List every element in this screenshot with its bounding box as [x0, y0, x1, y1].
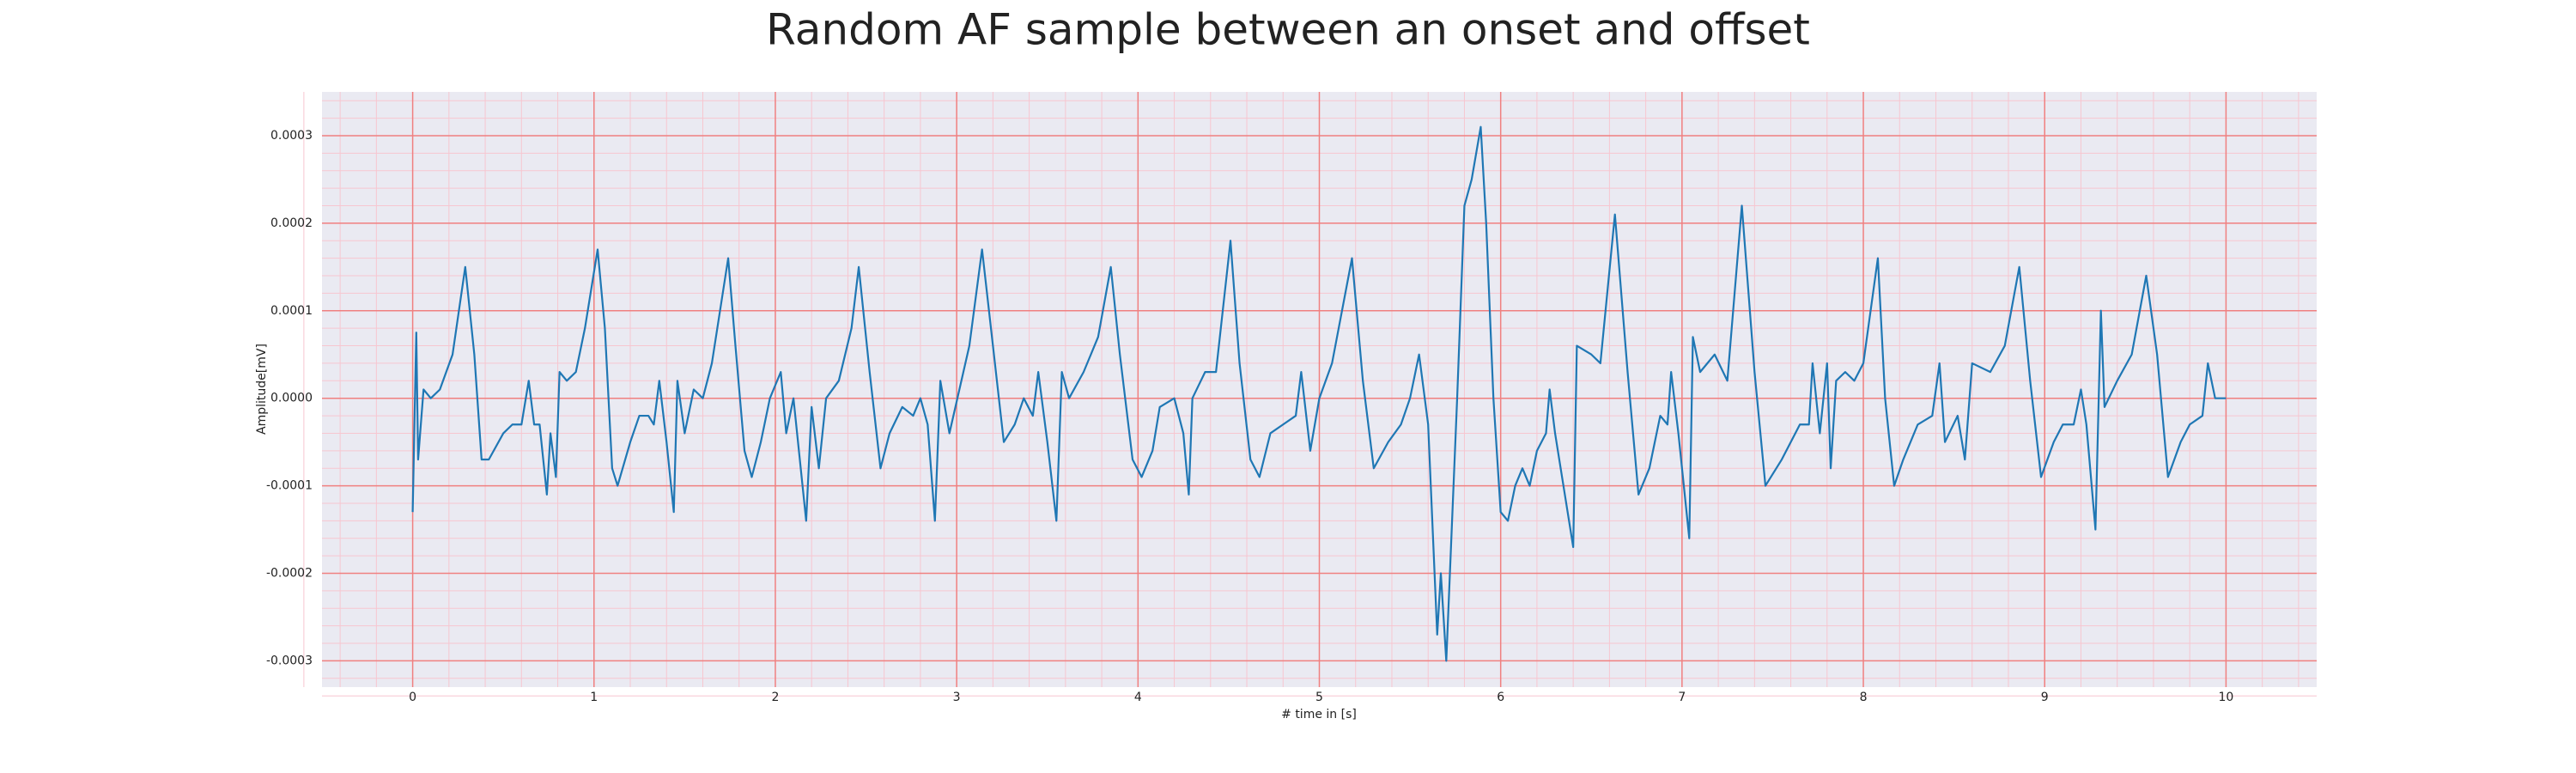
x-tick-label: 2 — [771, 691, 779, 704]
x-tick-label: 3 — [953, 691, 961, 704]
x-tick-label: 5 — [1315, 691, 1323, 704]
y-tick-label: 0.0000 — [270, 392, 313, 405]
x-tick-label: 6 — [1497, 691, 1504, 704]
y-axis-label: Amplitude[mV] — [255, 344, 269, 435]
x-tick-label: 9 — [2041, 691, 2049, 704]
x-tick-label: 4 — [1134, 691, 1142, 704]
y-tick-label: -0.0003 — [266, 654, 313, 667]
grid — [303, 92, 2317, 697]
x-tick-label: 7 — [1678, 691, 1686, 704]
y-tick-label: 0.0003 — [270, 129, 313, 143]
y-tick-label: 0.0002 — [270, 216, 313, 230]
chart-title: Random AF sample between an onset and of… — [766, 5, 1810, 55]
signal-line — [411, 125, 2227, 662]
y-tick-label: -0.0002 — [266, 567, 313, 581]
x-axis-label: # time in [s] — [1281, 708, 1357, 721]
x-tick-label: 8 — [1860, 691, 1868, 704]
x-tick-label: 0 — [409, 691, 416, 704]
x-tick-label: 1 — [590, 691, 598, 704]
y-tick-label: 0.0001 — [270, 304, 313, 318]
x-tick-label: 10 — [2218, 691, 2233, 704]
y-tick-label: -0.0001 — [266, 479, 313, 493]
